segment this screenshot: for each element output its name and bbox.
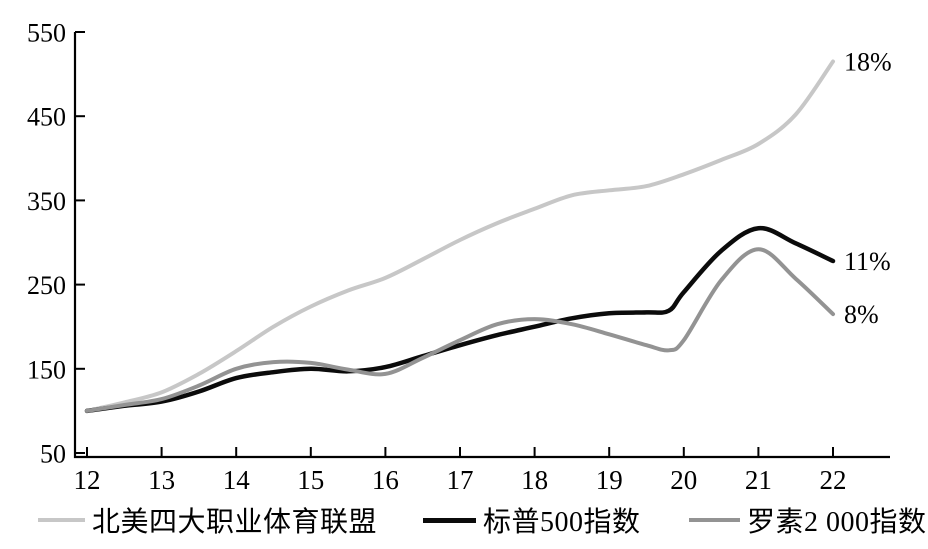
x-tick-label: 12: [74, 465, 101, 495]
series-line-sp500: [84, 225, 836, 414]
legend-item-russell2000: 罗素2 000指数: [689, 500, 927, 540]
y-tick-label: 250: [27, 271, 66, 300]
x-tick-label: 20: [670, 465, 697, 495]
x-tick-label: 17: [447, 465, 474, 495]
russell2000-line-swatch-icon: [689, 518, 740, 522]
y-tick-label: 150: [27, 355, 66, 384]
sports-leagues-line-swatch-icon: [38, 518, 85, 522]
x-tick-label: 21: [745, 465, 772, 495]
x-tick-label: 13: [148, 465, 175, 495]
series-line-russell2000: [85, 247, 835, 413]
end-label-sp500: 11%: [844, 247, 891, 276]
series-line-sports-leagues: [85, 59, 835, 413]
x-tick-label: 16: [372, 465, 399, 495]
sp500-line-swatch-icon: [423, 517, 476, 523]
axis-lines: [73, 32, 890, 459]
y-tick-label: 450: [27, 103, 66, 132]
x-tick-label: 22: [820, 465, 847, 495]
y-tick-label: 350: [27, 187, 66, 216]
legend-label-sports-leagues: 北美四大职业体育联盟: [92, 507, 378, 538]
chart-legend: 北美四大职业体育联盟 标普500指数 罗素2 000指数: [0, 500, 928, 540]
x-tick-label: 15: [297, 465, 324, 495]
y-tick-label: 550: [27, 19, 66, 48]
legend-item-sp500: 标普500指数: [423, 500, 641, 540]
end-label-sports-leagues: 18%: [844, 47, 892, 76]
y-tick-label: 50: [40, 440, 66, 469]
legend-label-sp500: 标普500指数: [483, 507, 641, 538]
x-tick-label: 14: [223, 465, 251, 495]
legend-label-russell2000: 罗素2 000指数: [747, 507, 927, 538]
x-tick-label: 18: [521, 465, 548, 495]
legend-item-sports-leagues: 北美四大职业体育联盟: [38, 500, 377, 540]
end-label-russell2000: 8%: [844, 300, 879, 329]
x-tick-label: 19: [596, 465, 623, 495]
